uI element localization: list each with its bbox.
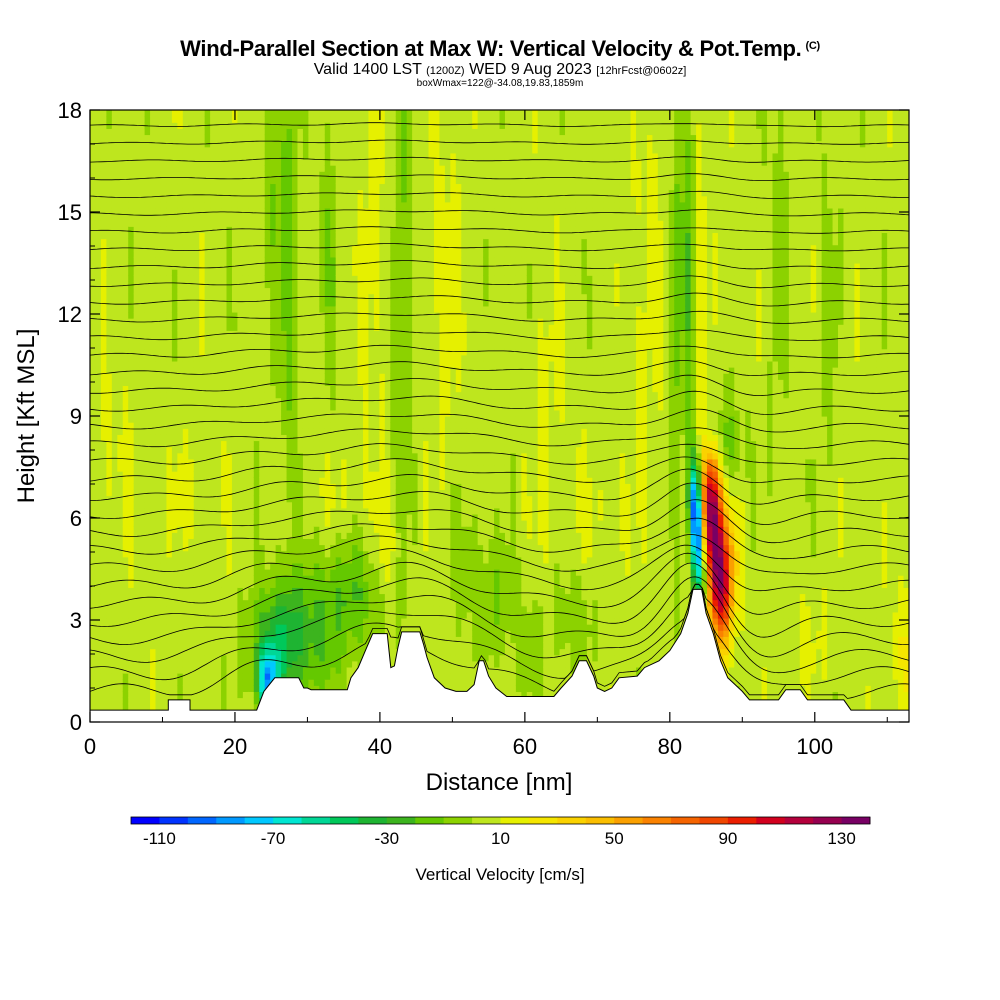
vertical-velocity-field (90, 110, 909, 722)
colorbar: -110 -70 -30 10 50 90 130 (130, 816, 871, 848)
colorbar-swatch (415, 817, 445, 824)
colorbar-swatch (699, 817, 729, 824)
isentrope (90, 292, 909, 307)
x-tick-label: 0 (84, 734, 96, 759)
colorbar-swatch (273, 817, 303, 824)
colorbar-tick-label: 50 (605, 829, 624, 848)
chart-subtitle-box: boxWmax=122@-34.08,19.83,1859m (416, 78, 584, 89)
colorbar-swatch (585, 817, 615, 824)
y-tick-label: 15 (58, 200, 82, 225)
colorbar-swatch (671, 817, 700, 824)
isentrope (90, 390, 909, 415)
isentrope (90, 226, 909, 234)
isentrope (90, 583, 909, 674)
y-tick-label: 18 (58, 98, 82, 123)
x-tick-label: 40 (368, 734, 392, 759)
colorbar-swatch (131, 817, 160, 824)
isentrope (90, 456, 909, 484)
y-tick-label: 9 (70, 404, 82, 429)
isentrope (90, 374, 909, 396)
colorbar-swatch (216, 817, 246, 824)
y-tick-label: 6 (70, 506, 82, 531)
isentrope (90, 190, 909, 199)
isentrope (90, 499, 909, 544)
colorbar-swatch (301, 817, 331, 824)
colorbar-tick-label: 90 (718, 829, 737, 848)
colorbar-tick-label: 10 (491, 829, 510, 848)
colorbar-tick-label: 130 (827, 829, 855, 848)
isentrope (90, 576, 909, 658)
y-tick-label: 0 (70, 710, 82, 735)
colorbar-swatch (784, 817, 814, 824)
colorbar-tick-label: -30 (375, 829, 400, 848)
isentrope (90, 310, 909, 324)
isentrope (90, 173, 909, 181)
colorbar-label: Vertical Velocity [cm/s] (415, 865, 584, 884)
isentrope (90, 328, 909, 341)
isentrope (90, 427, 909, 449)
copyright-mark: (C) (805, 40, 820, 52)
colorbar-tick-label: -70 (261, 829, 286, 848)
isentrope (90, 209, 909, 217)
isentrope (90, 344, 909, 359)
y-tick-label: 3 (70, 608, 82, 633)
isentrope (90, 443, 909, 466)
isentrope (90, 482, 909, 525)
colorbar-swatch (727, 817, 757, 824)
isentrope (90, 106, 909, 110)
x-tick-label: 20 (223, 734, 247, 759)
colorbar-tick-label: -110 (143, 829, 176, 848)
isentrope (90, 122, 909, 128)
terrain (90, 588, 909, 722)
colorbar-swatch (614, 817, 644, 824)
colorbar-swatch (244, 817, 274, 824)
y-axis-label: Height [Kft MSL] (13, 329, 40, 504)
colorbar-swatch (756, 817, 786, 824)
chart-title: Wind-Parallel Section at Max W: Vertical… (180, 36, 820, 61)
isentrope (90, 583, 909, 699)
isentrope (90, 275, 909, 289)
isentrope (90, 544, 909, 592)
colorbar-swatch (472, 817, 501, 824)
colorbar-frame (130, 816, 871, 825)
isentrope (90, 562, 909, 638)
isentrope (90, 243, 909, 252)
chart-subtitle: Valid 1400 LST (1200Z) WED 9 Aug 2023 [1… (313, 61, 687, 78)
colorbar-swatch (813, 817, 843, 824)
isentrope (90, 468, 909, 505)
isentrope (90, 259, 909, 270)
x-tick-label: 100 (796, 734, 833, 759)
isentrope (90, 552, 909, 615)
x-tick-label: 80 (658, 734, 682, 759)
colorbar-swatch (358, 817, 388, 824)
isentrope (90, 583, 909, 685)
isentrope (90, 408, 909, 433)
colorbar-swatch (386, 817, 416, 824)
isentrope (90, 534, 909, 575)
isentrope (90, 517, 909, 560)
colorbar-swatch (159, 817, 189, 824)
colorbar-swatch (443, 817, 473, 824)
isentrope (90, 360, 909, 377)
colorbar-swatch (557, 817, 587, 824)
colorbar-swatch (187, 817, 217, 824)
colorbar-swatch (642, 817, 672, 824)
x-axis-label: Distance [nm] (426, 769, 573, 796)
y-tick-label: 12 (58, 302, 82, 327)
colorbar-swatch (841, 817, 871, 824)
colorbar-swatch (528, 817, 558, 824)
isentrope (90, 139, 909, 145)
axes: 0 20 40 60 80 100 0 3 6 9 12 15 18 (58, 98, 909, 759)
colorbar-swatch (329, 817, 359, 824)
x-tick-label: 60 (513, 734, 537, 759)
isentrope (90, 156, 909, 163)
colorbar-swatch (500, 817, 530, 824)
pot-temp-contours (90, 106, 909, 699)
